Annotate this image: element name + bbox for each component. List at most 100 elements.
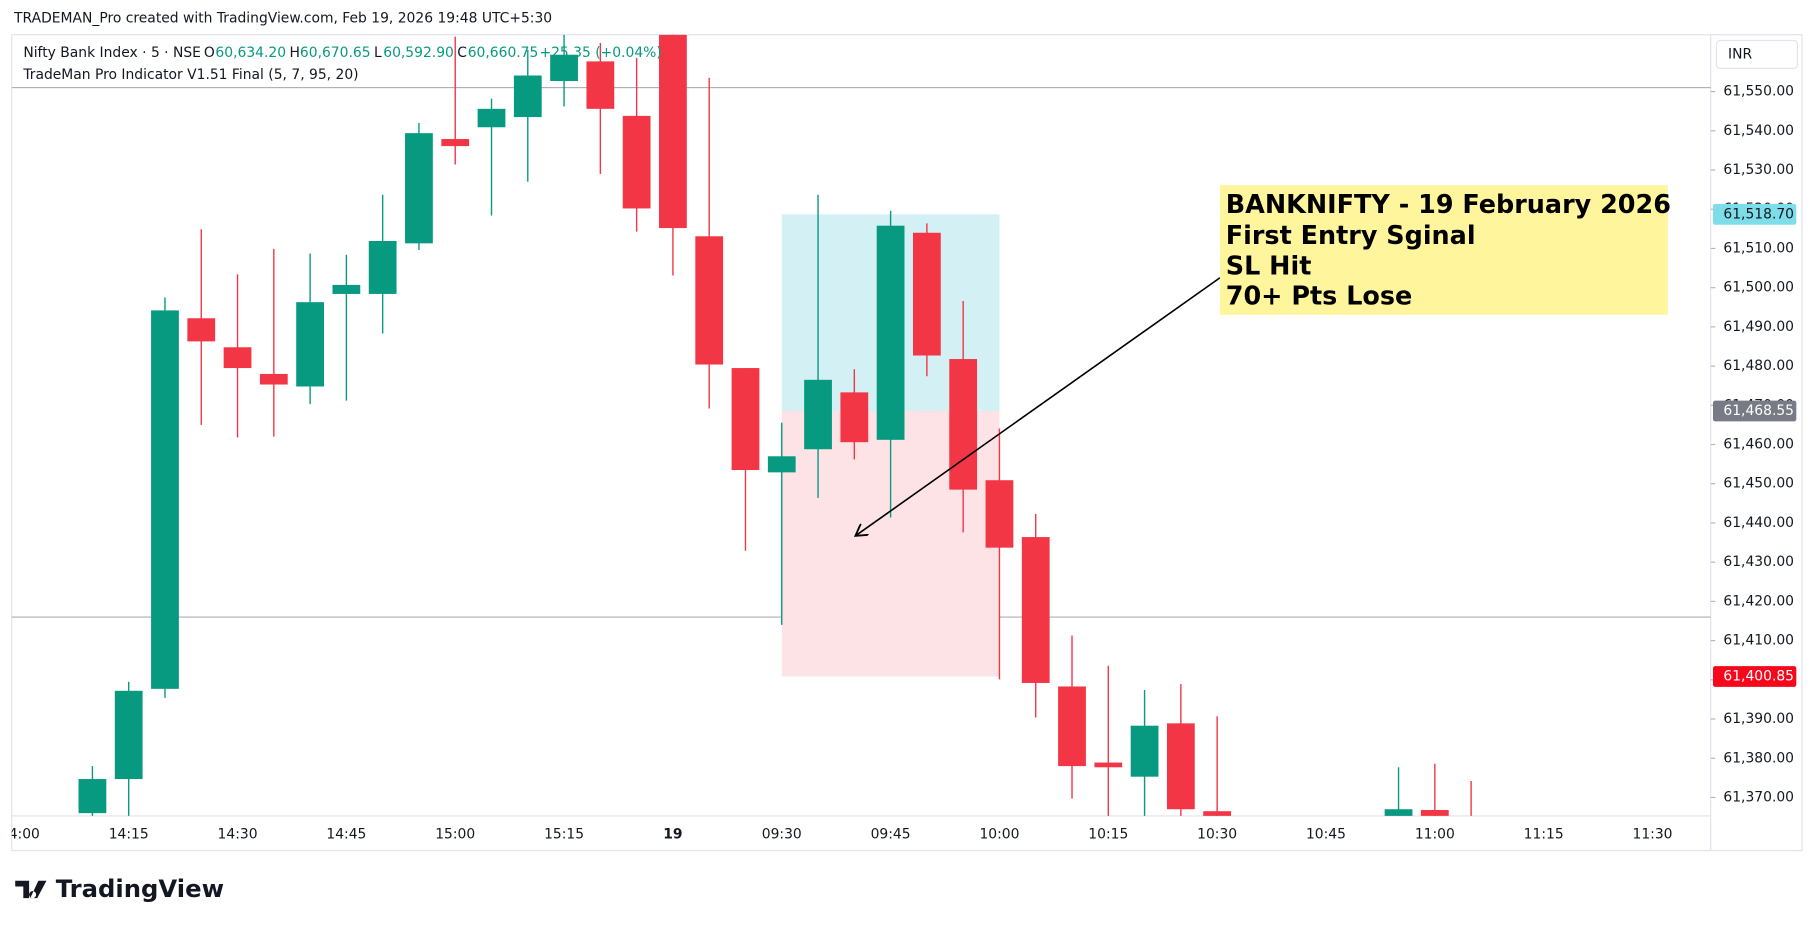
price-tag-label: 61,518.70 <box>1723 206 1794 222</box>
price-tags: 61,518.70 61,468.55 61,400.85 <box>1712 203 1797 687</box>
candle-body <box>114 690 143 780</box>
candle-body <box>695 236 724 365</box>
candle-body <box>368 240 397 294</box>
legend-o-label: O <box>204 45 215 61</box>
candle-body <box>405 133 433 244</box>
annotation: BANKNIFTY - 19 February 2026 First Entry… <box>855 185 1671 536</box>
candle-body <box>622 115 651 209</box>
annotation-line: BANKNIFTY - 19 February 2026 <box>1226 190 1671 220</box>
x-tick-label: 10:15 <box>1088 826 1128 842</box>
candle-body <box>550 54 578 81</box>
x-tick-label: 19 <box>663 826 682 842</box>
candle-body <box>876 225 905 440</box>
y-tick-label: 61,460.00 <box>1723 437 1794 453</box>
candle-body <box>1203 811 1232 816</box>
logo: TradingView <box>15 874 224 903</box>
legend-c-value: 60,660.75 <box>468 45 539 61</box>
y-tick-label: 61,410.00 <box>1723 633 1794 649</box>
candle-body <box>1058 686 1086 767</box>
x-tick-label: 10:00 <box>979 826 1019 842</box>
candle-body <box>477 108 506 128</box>
x-tick-label: 11:15 <box>1524 826 1564 842</box>
candle-body <box>1166 723 1195 810</box>
candle-body <box>1420 810 1449 816</box>
legend-h-value: 60,670.65 <box>300 45 371 61</box>
candle-body <box>586 61 615 109</box>
candle-body <box>985 480 1014 548</box>
y-tick-label: 61,500.00 <box>1723 280 1794 296</box>
currency: INR <box>1728 46 1752 62</box>
arrow <box>855 277 1221 536</box>
y-tick-label: 61,490.00 <box>1723 319 1794 335</box>
y-tick-label: 61,390.00 <box>1723 711 1794 727</box>
candle-body <box>187 318 216 342</box>
legend-o-value: 60,634.20 <box>215 45 286 61</box>
y-tick-label: 61,450.00 <box>1723 476 1794 492</box>
y-tick-label: 61,550.00 <box>1723 84 1794 100</box>
x-tick-label: 11:00 <box>1415 826 1455 842</box>
x-tick-label: 15:15 <box>544 826 584 842</box>
candle-body <box>332 284 361 294</box>
y-axis: 61,370.0061,380.0061,390.0061,400.0061,4… <box>1710 84 1794 805</box>
x-tick-label: 14:15 <box>109 826 149 842</box>
candle-body <box>1021 537 1050 683</box>
currency-box[interactable] <box>1715 39 1799 69</box>
candle-body <box>296 302 324 387</box>
candle-body <box>259 373 288 385</box>
candle-body <box>1457 829 1485 845</box>
chart-frame <box>11 34 1803 852</box>
candle-body <box>1094 762 1123 768</box>
candle-body <box>767 456 796 473</box>
y-tick-label: 61,540.00 <box>1723 123 1794 139</box>
x-tick-label: 14:00 <box>0 826 40 842</box>
credit: TRADEMAN_Pro created with TradingView.co… <box>13 11 552 27</box>
x-tick-label: 09:45 <box>871 826 911 842</box>
candle-body <box>78 779 107 814</box>
price-tag-label: 61,400.85 <box>1723 668 1794 684</box>
logo-text: TradingView <box>56 874 224 903</box>
x-tick-label: 14:45 <box>326 826 366 842</box>
candle-body <box>441 139 470 147</box>
legend-change: +25.35 (+0.04%) <box>539 45 661 61</box>
candle-body <box>912 232 941 356</box>
y-tick-label: 61,440.00 <box>1723 515 1794 531</box>
indicator-legend: TradeMan Pro Indicator V1.51 Final (5, 7… <box>22 67 358 83</box>
price-tag <box>1712 400 1797 422</box>
legend-h-label: H <box>290 45 300 61</box>
y-tick-label: 61,480.00 <box>1723 358 1794 374</box>
x-tick-label: 10:30 <box>1197 826 1237 842</box>
candle-body <box>949 359 978 490</box>
candle-body <box>804 379 832 450</box>
logo-icon <box>15 880 47 899</box>
y-tick-label: 61,380.00 <box>1723 750 1794 766</box>
legend: Nifty Bank Index · 5 · NSE O 60,634.20 H… <box>23 45 661 61</box>
legend-c-label: C <box>457 45 467 61</box>
legend-l-value: 60,592.90 <box>383 45 454 61</box>
price-tag <box>1712 203 1797 225</box>
candle-body <box>1384 809 1413 816</box>
plot-area <box>11 34 1711 845</box>
annotation-line: 70+ Pts Lose <box>1226 281 1413 311</box>
x-axis: 14:00 14:15 14:30 14:45 15:00 15:15 19 09:30 09:… <box>0 826 1673 842</box>
annotation-box <box>1219 185 1668 315</box>
y-tick-label: 61,370.00 <box>1723 789 1794 805</box>
y-tick-label: 61,430.00 <box>1723 554 1794 570</box>
x-tick-label: 11:30 <box>1633 826 1673 842</box>
candle-body <box>151 310 179 689</box>
x-tick-label: 10:45 <box>1306 826 1346 842</box>
y-tick-label: 61,510.00 <box>1723 240 1794 256</box>
candle-body <box>1130 725 1159 777</box>
candle-body <box>223 347 252 369</box>
y-tick-label: 61,420.00 <box>1723 593 1794 609</box>
candle-body <box>513 75 542 118</box>
legend-l-label: L <box>374 45 382 61</box>
x-tick-label: 14:30 <box>218 826 258 842</box>
candle-body <box>731 368 760 471</box>
annotation-line: SL Hit <box>1226 251 1312 281</box>
price-tag <box>1712 666 1797 687</box>
price-tag-label: 61,468.55 <box>1723 403 1794 419</box>
y-tick-label: 61,530.00 <box>1723 162 1794 178</box>
x-tick-label: 15:00 <box>435 826 475 842</box>
